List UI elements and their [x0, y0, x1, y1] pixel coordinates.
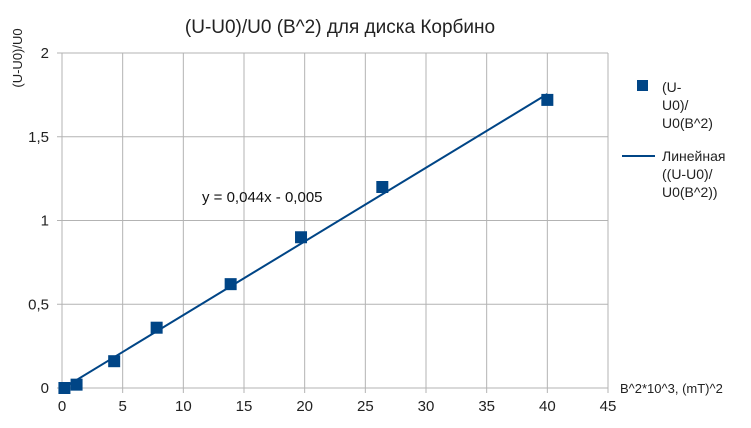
data-point [70, 378, 83, 391]
data-point [150, 321, 163, 334]
x-tick-label: 45 [600, 398, 617, 415]
data-point [541, 93, 554, 106]
x-tick-label: 0 [58, 398, 66, 415]
x-tick-label: 30 [418, 398, 435, 415]
legend-series-line-1: (U- [662, 79, 682, 95]
legend-label-trendline: Линейная ((U-U0)/ U0(B^2)) [662, 148, 729, 200]
x-tick-label: 15 [236, 398, 253, 415]
data-point [224, 278, 237, 291]
legend-series-line-3: U0(B^2) [662, 115, 713, 131]
x-tick-label: 40 [539, 398, 556, 415]
y-axis-label: (U-U0)/U0 [10, 28, 25, 87]
data-point [108, 355, 121, 368]
legend-marker-series [637, 80, 648, 91]
x-tick-label: 20 [296, 398, 313, 415]
tick-labels: 0 5 10 15 20 25 30 35 40 45 0 0,5 1 1,5 2 [28, 45, 616, 415]
y-tick-label: 0,5 [28, 296, 49, 313]
legend-series-line-2: U0)/ [662, 97, 689, 113]
data-point [376, 181, 389, 193]
data-points [58, 93, 554, 394]
legend-trend-line-1: Линейная [662, 148, 725, 164]
gridlines [62, 52, 609, 388]
data-point [295, 231, 308, 244]
chart-title: (U-U0)/U0 (B^2) для диска Корбино [185, 17, 495, 38]
trendline-equation: y = 0,044x - 0,005 [202, 189, 323, 206]
legend: (U- U0)/ U0(B^2) Линейная ((U-U0)/ U0(B^… [622, 79, 729, 200]
y-tick-label: 0 [41, 380, 49, 397]
data-point [58, 382, 71, 394]
y-tick-label: 1 [41, 213, 49, 230]
x-tick-label: 35 [478, 398, 495, 415]
legend-label-series: (U- U0)/ U0(B^2) [662, 79, 713, 131]
x-axis-label: B^2*10^3, (mT)^2 [620, 381, 723, 396]
x-tick-label: 10 [175, 398, 192, 415]
x-tick-label: 25 [357, 398, 374, 415]
legend-trend-line-3: U0(B^2)) [662, 184, 718, 200]
y-tick-label: 1,5 [28, 129, 49, 146]
y-tick-label: 2 [41, 45, 49, 62]
x-tick-label: 5 [118, 398, 126, 415]
legend-trend-line-2: ((U-U0)/ [662, 166, 713, 182]
